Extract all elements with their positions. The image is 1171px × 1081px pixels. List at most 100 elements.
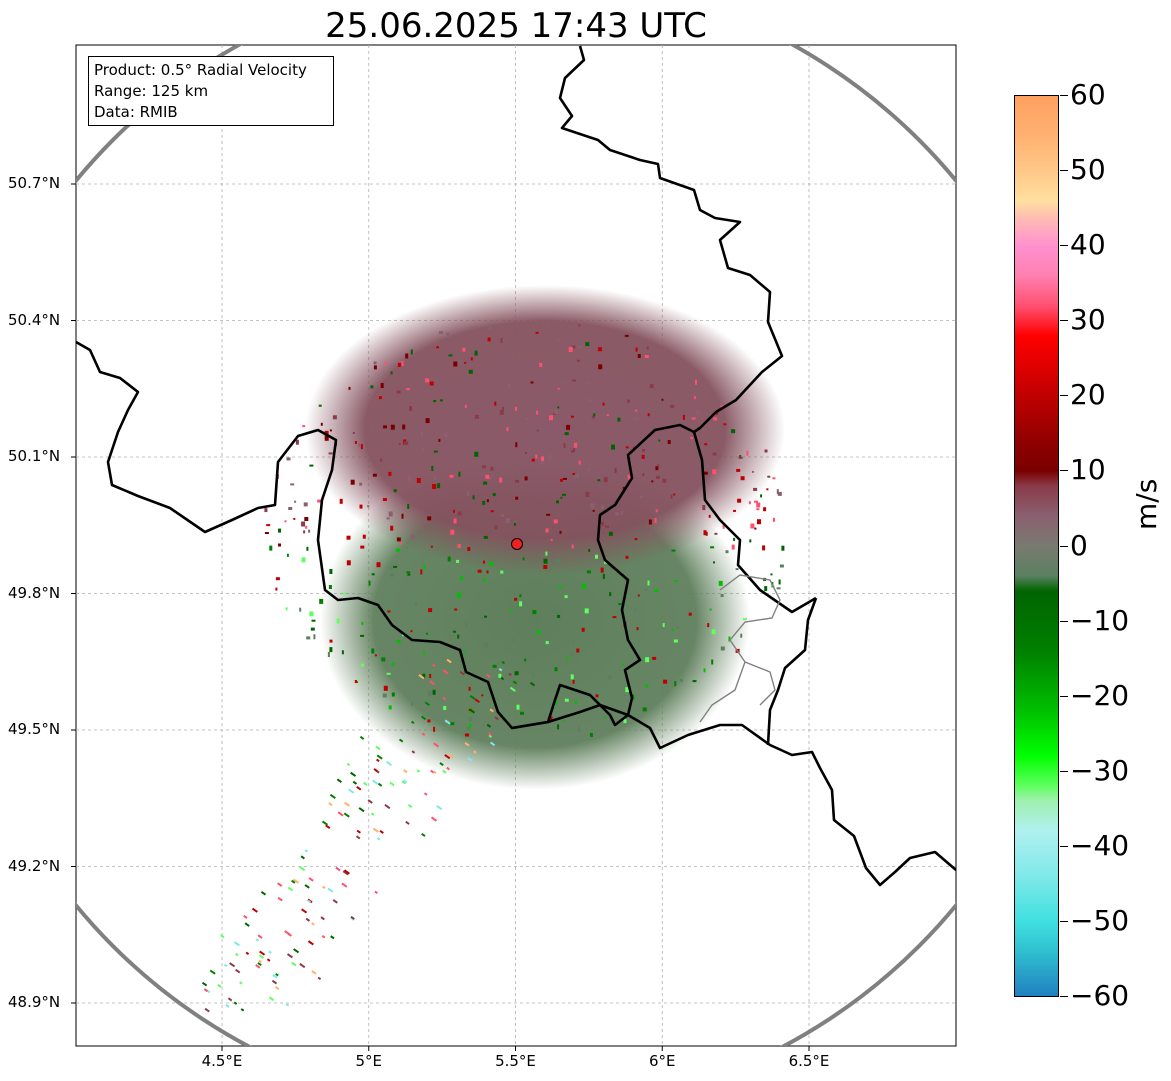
- velocity-pixel: [406, 546, 409, 549]
- velocity-pixel: [754, 527, 757, 530]
- clutter-pixel: [321, 935, 326, 939]
- velocity-pixel: [303, 530, 306, 534]
- clutter-pixel: [257, 934, 263, 939]
- velocity-pixel: [386, 672, 391, 675]
- colorbar-tick: [1060, 95, 1068, 96]
- velocity-pixel: [545, 528, 549, 533]
- velocity-pixel: [597, 347, 602, 352]
- velocity-pixel: [416, 478, 421, 483]
- velocity-pixel: [386, 517, 390, 520]
- velocity-pixel: [432, 484, 437, 489]
- velocity-pixel: [354, 680, 358, 683]
- colorbar-label: −20: [1070, 678, 1130, 712]
- colorbar-label: −10: [1070, 603, 1130, 637]
- clutter-pixel: [284, 930, 291, 936]
- velocity-pixel: [617, 417, 621, 422]
- velocity-pixel: [525, 417, 529, 420]
- velocity-pixel: [722, 524, 725, 529]
- clutter-pixel: [375, 745, 381, 751]
- velocity-pixel: [612, 616, 617, 619]
- velocity-pixel: [606, 414, 609, 417]
- velocity-pixel: [410, 534, 415, 540]
- velocity-pixel: [562, 493, 566, 496]
- clutter-pixel: [258, 959, 262, 964]
- velocity-pixel: [525, 451, 527, 454]
- colorbar-label: −30: [1070, 753, 1130, 787]
- clutter-pixel: [439, 762, 444, 767]
- velocity-pixel: [398, 442, 401, 445]
- velocity-pixel: [350, 479, 355, 485]
- velocity-pixel: [396, 390, 401, 394]
- clutter-pixel: [233, 1001, 238, 1005]
- clutter-pixel: [304, 884, 310, 889]
- clutter-pixel: [464, 742, 470, 747]
- velocity-pixel: [595, 694, 599, 698]
- velocity-pixel: [537, 626, 542, 632]
- velocity-pixel: [586, 570, 591, 574]
- velocity-pixel: [420, 569, 423, 575]
- velocity-pixel: [718, 580, 723, 586]
- clutter-pixel: [377, 782, 383, 787]
- velocity-pixel: [532, 672, 535, 678]
- velocity-pixel: [587, 382, 591, 385]
- velocity-pixel: [421, 447, 424, 452]
- clutter-pixel: [329, 793, 336, 799]
- velocity-pixel: [373, 361, 377, 365]
- velocity-pixel: [396, 639, 401, 643]
- clutter-pixel: [332, 899, 338, 904]
- velocity-pixel: [658, 439, 661, 442]
- velocity-pixel: [339, 498, 343, 504]
- velocity-pixel: [711, 659, 714, 665]
- clutter-pixel: [240, 1008, 245, 1012]
- velocity-pixel: [348, 386, 351, 390]
- velocity-pixel: [636, 627, 639, 631]
- velocity-pixel: [691, 417, 696, 420]
- velocity-pixel: [393, 565, 398, 568]
- velocity-pixel: [764, 586, 768, 592]
- velocity-pixel: [474, 451, 479, 457]
- velocity-pixel: [588, 399, 592, 403]
- clutter-pixel: [498, 668, 503, 672]
- velocity-pixel: [589, 732, 593, 737]
- velocity-pixel: [615, 512, 619, 516]
- clutter-pixel: [342, 870, 349, 876]
- velocity-pixel: [391, 662, 395, 666]
- velocity-pixel: [453, 509, 455, 513]
- velocity-pixel: [328, 585, 332, 589]
- velocity-pixel: [704, 443, 708, 446]
- velocity-pixel: [602, 573, 605, 579]
- velocity-pixel: [550, 538, 553, 541]
- velocity-pixel: [399, 541, 402, 545]
- velocity-pixel: [539, 460, 544, 464]
- velocity-pixel: [499, 409, 504, 415]
- velocity-pixel: [611, 444, 615, 450]
- velocity-pixel: [598, 364, 603, 370]
- velocity-pixel: [406, 571, 411, 574]
- velocity-pixel: [309, 611, 314, 617]
- velocity-pixel: [359, 482, 363, 486]
- lat-label: 49.2°N: [8, 856, 61, 875]
- velocity-pixel: [753, 487, 758, 491]
- country-borders: [76, 45, 956, 887]
- clutter-pixel: [307, 940, 314, 946]
- velocity-pixel: [498, 673, 502, 678]
- velocity-pixel: [564, 595, 568, 599]
- velocity-pixel: [317, 499, 322, 503]
- velocity-pixel: [329, 569, 333, 574]
- clutter-pixel: [258, 954, 265, 959]
- clutter-pixel: [494, 716, 499, 721]
- clutter-pixel: [356, 829, 361, 834]
- velocity-pixel: [436, 346, 440, 349]
- clutter-pixel: [423, 792, 428, 796]
- velocity-pixel: [439, 399, 443, 402]
- velocity-pixel: [597, 479, 601, 482]
- clutter-pixel: [376, 754, 383, 760]
- velocity-pixel: [311, 619, 316, 622]
- velocity-pixel: [530, 381, 534, 384]
- velocity-pixel: [623, 719, 627, 724]
- velocity-pixel: [509, 603, 512, 609]
- velocity-pixel: [388, 471, 392, 476]
- velocity-pixel: [318, 404, 322, 407]
- velocity-pixel: [559, 530, 562, 534]
